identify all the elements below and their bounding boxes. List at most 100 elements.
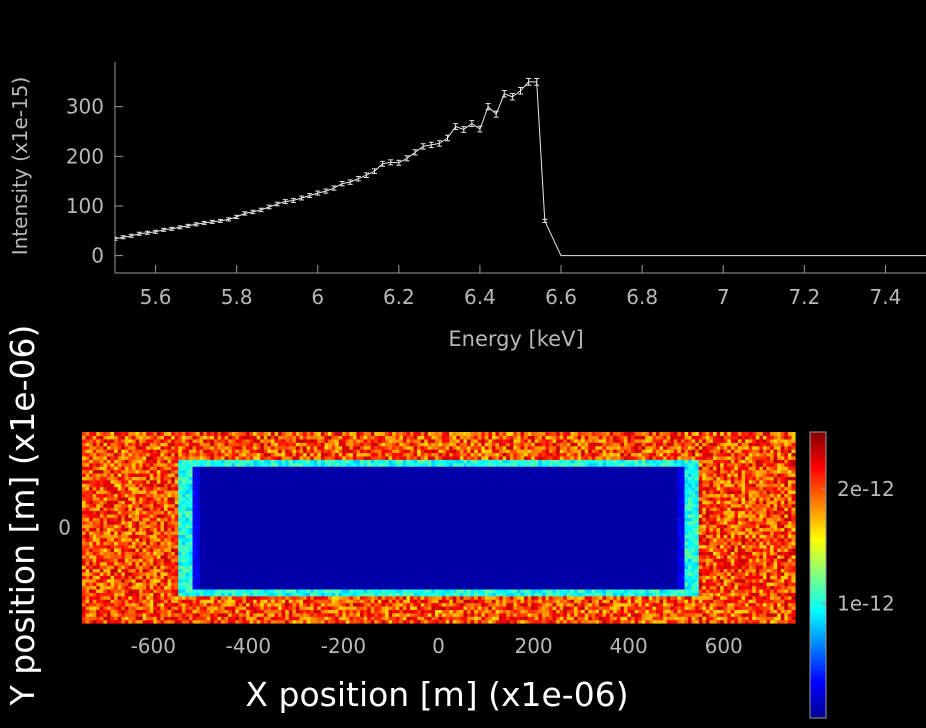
heatmap-cell xyxy=(727,578,732,583)
heatmap-cell xyxy=(452,592,457,597)
heatmap-cell xyxy=(787,565,793,570)
heatmap-cell xyxy=(270,609,276,614)
heatmap-cell xyxy=(531,585,536,590)
heatmap-cell xyxy=(295,616,301,621)
heatmap-cell xyxy=(171,602,176,607)
heatmap-cell xyxy=(99,592,104,597)
heatmap-cell xyxy=(549,541,554,546)
heatmap-cell xyxy=(598,595,604,600)
heatmap-cell xyxy=(324,592,329,597)
heatmap-cell xyxy=(631,558,636,563)
heatmap-cell xyxy=(327,602,333,607)
heatmap-cell xyxy=(506,568,511,573)
heatmap-cell xyxy=(210,537,215,542)
heatmap-cell xyxy=(584,592,589,597)
heatmap-cell xyxy=(727,571,732,576)
heatmap-cell xyxy=(730,599,735,604)
heatmap-cell xyxy=(92,537,97,542)
heatmap-cell xyxy=(82,547,87,552)
heatmap-cell xyxy=(502,619,507,624)
heatmap-cell xyxy=(139,551,144,556)
heatmap-cell xyxy=(235,537,240,542)
heatmap-cell xyxy=(745,547,750,552)
heatmap-cell xyxy=(135,547,140,552)
heatmap-cell xyxy=(392,585,397,590)
heatmap-cell xyxy=(588,575,593,580)
heatmap-cell xyxy=(698,616,703,621)
heatmap-cell xyxy=(445,575,450,580)
heatmap-cell xyxy=(606,612,611,617)
heatmap-cell xyxy=(784,616,789,621)
heatmap-cell xyxy=(442,544,447,549)
heatmap-cell xyxy=(709,578,714,583)
heatmap-cell xyxy=(431,616,436,621)
heatmap-cell xyxy=(631,544,636,549)
heatmap-cell xyxy=(106,616,112,621)
heatmap-cell xyxy=(146,554,151,559)
heatmap-cell xyxy=(221,609,226,614)
heatmap-cell xyxy=(256,585,261,590)
heatmap-cell xyxy=(370,561,375,566)
heatmap-cell xyxy=(680,609,686,614)
heatmap-cell xyxy=(392,612,397,617)
heatmap-cell xyxy=(442,616,447,621)
heatmap-cell xyxy=(413,612,418,617)
heatmap-cell xyxy=(755,547,760,552)
heatmap-cell xyxy=(477,554,482,559)
heatmap-cell xyxy=(581,619,586,624)
heatmap-cell xyxy=(449,554,454,559)
heatmap-cell xyxy=(110,595,115,600)
heatmap-cell xyxy=(345,554,350,559)
heatmap-cell xyxy=(638,582,643,587)
heatmap-cell xyxy=(531,551,536,556)
heatmap-cell xyxy=(342,592,347,597)
heatmap-cell xyxy=(670,561,675,566)
heatmap-cell xyxy=(196,541,201,546)
heatmap-cell xyxy=(727,612,732,617)
spectrum-point xyxy=(299,195,305,201)
heatmap-cell xyxy=(449,544,454,549)
heatmap-cell xyxy=(481,605,486,610)
heatmap-cell xyxy=(171,605,176,610)
heatmap-cell xyxy=(581,558,586,563)
heatmap-cell xyxy=(620,585,625,590)
heatmap-cell xyxy=(688,551,693,556)
heatmap-cell xyxy=(581,578,586,583)
heatmap-cell xyxy=(274,578,279,583)
heatmap-cell xyxy=(345,616,350,621)
heatmap-cell xyxy=(556,554,561,559)
heatmap-cell xyxy=(149,575,154,580)
heatmap-cell xyxy=(506,612,511,617)
heatmap-cell xyxy=(730,609,735,614)
heatmap-cell xyxy=(160,551,165,556)
heatmap-cell xyxy=(716,605,721,610)
heatmap-cell xyxy=(374,616,379,621)
heatmap-cell xyxy=(395,561,400,566)
heatmap-cell xyxy=(634,616,639,621)
heatmap-cell xyxy=(780,544,785,549)
heatmap-cell xyxy=(581,609,586,614)
heatmap-cell xyxy=(488,541,493,546)
heatmap-cell xyxy=(121,609,126,614)
heatmap-cell xyxy=(156,588,162,593)
heatmap-cell xyxy=(777,575,782,580)
heatmap-cell xyxy=(203,568,208,573)
heatmap-cell xyxy=(85,599,90,604)
heatmap-cell xyxy=(288,551,293,556)
heatmap-cell xyxy=(631,595,636,600)
heatmap-cell xyxy=(773,571,778,576)
heatmap-cell xyxy=(249,558,254,563)
heatmap-cell xyxy=(370,605,375,610)
heatmap-cell xyxy=(566,558,572,563)
heatmap-cell xyxy=(474,541,479,546)
heatmap-cell xyxy=(327,541,333,546)
heatmap-cell xyxy=(598,568,604,573)
heatmap-cell xyxy=(228,609,233,614)
heatmap-cell xyxy=(420,558,425,563)
heatmap-cell xyxy=(402,578,408,583)
heatmap-cell xyxy=(96,541,101,546)
heatmap-cell xyxy=(256,537,261,542)
heatmap-cell xyxy=(124,588,129,593)
heatmap-cell xyxy=(477,571,482,576)
heatmap-cell xyxy=(673,565,678,570)
